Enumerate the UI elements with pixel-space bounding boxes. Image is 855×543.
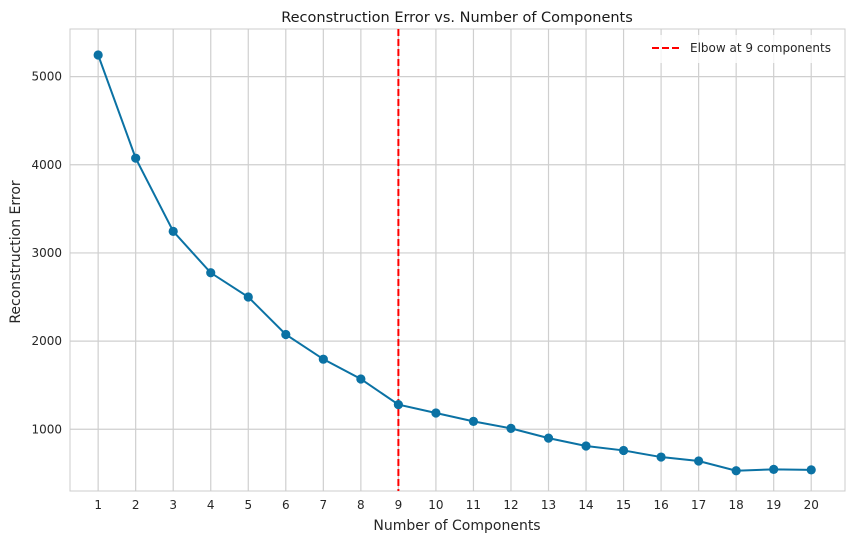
y-tick-label: 5000: [31, 70, 62, 84]
x-tick-label: 19: [766, 498, 781, 512]
data-point: [168, 226, 178, 236]
data-point: [318, 354, 328, 364]
data-point: [656, 452, 666, 462]
y-tick-label: 2000: [31, 334, 62, 348]
data-point: [468, 416, 479, 426]
x-tick-label: 12: [503, 498, 518, 512]
y-tick-label: 4000: [31, 158, 62, 172]
x-tick-label: 14: [578, 498, 593, 512]
x-tick-label: 10: [428, 498, 443, 512]
data-point: [769, 464, 779, 474]
data-point: [431, 408, 441, 418]
tick-label-layer: 1 2 3 4 5 6 7 8 9 10 11 12 13 14 15 16 17 18 19 20100020003…: [31, 70, 818, 512]
x-tick-label: 5: [244, 498, 252, 512]
data-point: [506, 423, 516, 434]
legend-elbow-label: Elbow at 9 components: [690, 41, 831, 55]
chart-title: Reconstruction Error vs. Number of Compo…: [281, 10, 633, 26]
y-tick-label: 1000: [31, 422, 62, 436]
x-tick-label: 3: [169, 498, 177, 512]
x-tick-label: 8: [357, 498, 365, 512]
data-point: [356, 374, 366, 384]
data-point: [243, 292, 253, 302]
x-tick-label: 11: [466, 498, 481, 512]
series-layer: [93, 50, 816, 476]
legend: Elbow at 9 components: [646, 35, 836, 63]
data-point: [93, 50, 103, 60]
grid-layer: [70, 29, 845, 491]
data-point: [543, 433, 554, 443]
x-tick-label: 20: [804, 498, 819, 512]
x-tick-label: 7: [320, 498, 328, 512]
x-tick-label: 15: [616, 498, 631, 512]
data-point: [206, 268, 216, 278]
x-tick-label: 17: [691, 498, 706, 512]
data-point: [393, 399, 403, 410]
y-tick-label: 3000: [31, 246, 62, 260]
x-tick-label: 16: [653, 498, 668, 512]
plot-frame: [69, 28, 846, 492]
x-tick-label: 4: [207, 498, 215, 512]
data-point: [806, 465, 816, 475]
x-tick-label: 1: [94, 498, 102, 512]
x-tick-label: 18: [729, 498, 744, 512]
x-tick-label: 2: [132, 498, 140, 512]
data-point: [131, 153, 141, 163]
data-point: [618, 445, 629, 456]
data-point: [731, 466, 741, 476]
series-line: [97, 54, 812, 472]
y-axis-title: Reconstruction Error: [8, 180, 24, 324]
data-point: [694, 456, 704, 466]
x-axis-title: Number of Components: [373, 518, 540, 534]
x-tick-label: 6: [282, 498, 290, 512]
data-point: [281, 329, 291, 340]
x-tick-label: 13: [541, 498, 556, 512]
data-point: [581, 441, 591, 451]
x-tick-label: 9: [395, 498, 403, 512]
